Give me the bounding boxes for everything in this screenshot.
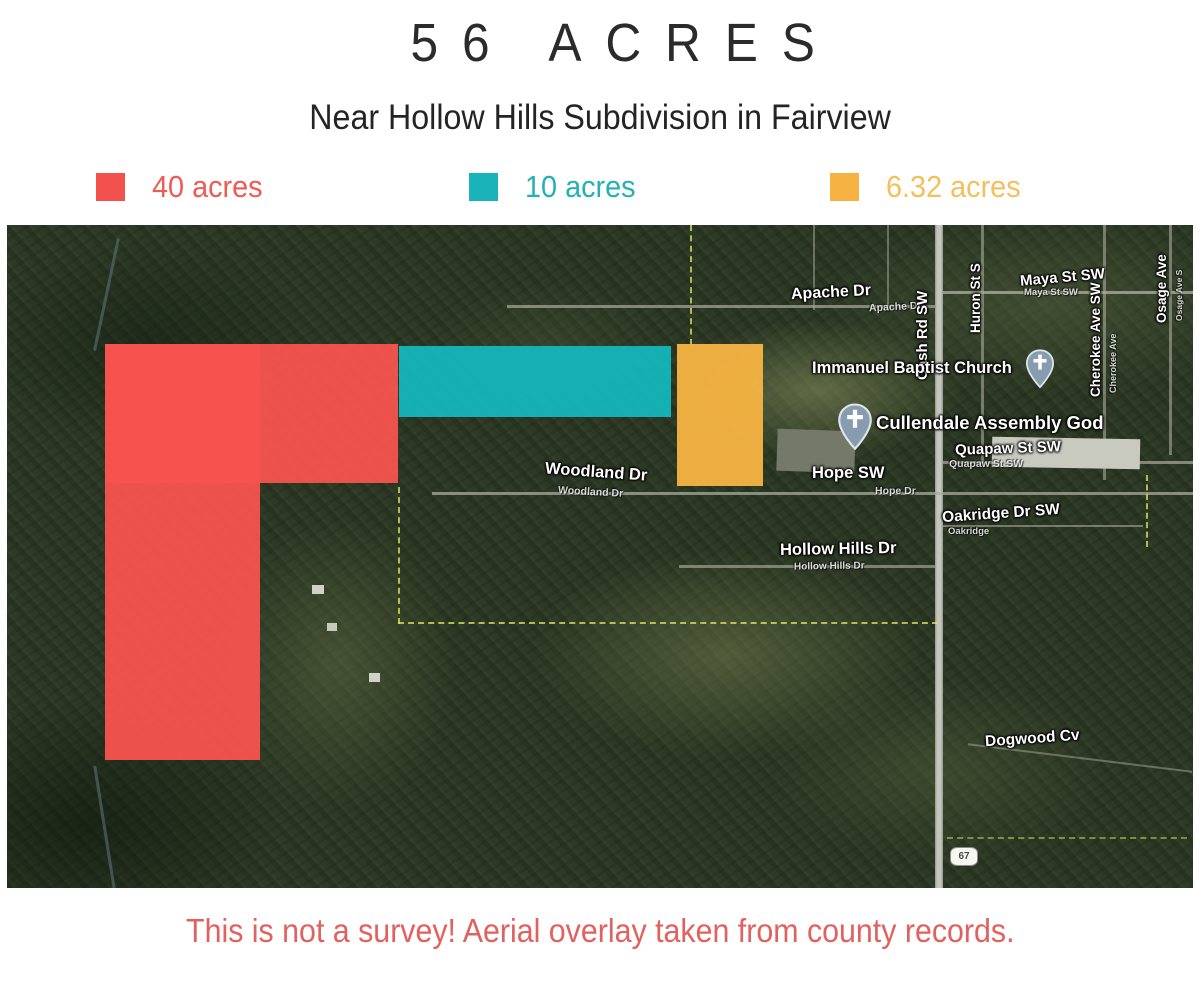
- street-label-dogwood-cv: Dogwood Cv: [984, 726, 1081, 751]
- legend-label: 40 acres: [152, 169, 263, 204]
- road-woodland-hope: [432, 492, 1193, 495]
- highway-number: 67: [958, 851, 970, 862]
- street-label-cherokee-ave-small: Cherokee Ave: [1108, 333, 1118, 393]
- road-side-street: [887, 225, 889, 310]
- legend-item-6-32-acres: 6.32 acres: [830, 169, 1031, 204]
- parcel-10-acres: [399, 346, 671, 417]
- parcel-boundary: [947, 837, 1187, 839]
- page-subtitle: Near Hollow Hills Subdivision in Fairvie…: [0, 98, 1200, 138]
- church-pin-icon: [837, 403, 873, 456]
- street-label-osage-ave: Osage Ave: [1154, 254, 1169, 323]
- street-label-huron-st-s: Huron St S: [968, 263, 983, 333]
- legend-label: 10 acres: [525, 169, 636, 204]
- parcel-boundary: [398, 487, 400, 624]
- street-label-oakridge-dr-sw: Oakridge Dr SW: [941, 500, 1061, 527]
- road-oakridge: [943, 525, 1143, 527]
- subtitle-text: Near Hollow Hills Subdivision in Fairvie…: [309, 98, 891, 137]
- street-label-osage-ave-small: Osage Ave S: [1174, 269, 1184, 321]
- street-label-maya-st-sw-small: Maya St SW: [1024, 287, 1078, 298]
- house: [369, 673, 380, 682]
- street-label-quapaw-st-sw: Quapaw St SW: [954, 438, 1062, 459]
- church-pin-icon: [1025, 349, 1055, 394]
- legend-label: 6.32 acres: [886, 169, 1021, 204]
- legend-item-10-acres: 10 acres: [469, 169, 644, 204]
- disclaimer-text: This is not a survey! Aerial overlay tak…: [185, 912, 1015, 949]
- street-label-apache-dr: Apache Dr: [790, 281, 872, 304]
- road-huron-st: [981, 225, 984, 465]
- road-cherokee-ave: [1103, 225, 1106, 480]
- road-osage-ave: [1169, 225, 1172, 455]
- orange-swatch-icon: [830, 173, 859, 201]
- street-label-hope-dr-small: Hope Dr: [875, 485, 916, 497]
- street-label-cherokee-ave-sw: Cherokee Ave SW: [1088, 282, 1103, 397]
- title-text: 56 ACRES: [410, 13, 839, 73]
- house: [327, 623, 337, 631]
- disclaimer: This is not a survey! Aerial overlay tak…: [0, 912, 1200, 950]
- red-swatch-icon: [96, 173, 125, 201]
- legend-item-40-acres: 40 acres: [96, 169, 271, 204]
- road-cash-rd-sw: [935, 225, 943, 888]
- creek-line: [93, 237, 120, 352]
- page-title: 56 ACRES: [0, 12, 1200, 74]
- street-label-woodland-dr-small: Woodland Dr: [557, 484, 624, 500]
- street-label-hollow-hills-dr: Hollow Hills Dr: [779, 538, 897, 560]
- street-label-oakridge-small: Oakridge: [948, 526, 990, 537]
- parcel-boundary: [1146, 475, 1148, 547]
- parcel-40-acres-lower: [105, 344, 260, 760]
- parcel-boundary: [690, 225, 692, 345]
- creek-line: [93, 765, 116, 888]
- highway-67-shield-icon: 67: [950, 847, 978, 866]
- teal-swatch-icon: [469, 173, 498, 201]
- aerial-map: Apache Dr Apache Dr Maya St SW Maya St S…: [7, 225, 1193, 888]
- street-label-woodland-dr: Woodland Dr: [544, 459, 648, 485]
- road-maya-st: [943, 291, 1193, 294]
- street-label-hollow-hills-dr-small: Hollow Hills Dr: [793, 560, 865, 573]
- road-hollow-hills: [679, 565, 935, 568]
- road-apache-dr: [507, 305, 935, 308]
- poi-label-immanuel-baptist-church: Immanuel Baptist Church: [812, 359, 1012, 377]
- parcel-boundary: [398, 622, 938, 624]
- parcel-6-32-acres: [677, 344, 763, 486]
- road-side-street: [813, 225, 815, 310]
- street-label-hope-sw: Hope SW: [812, 464, 885, 482]
- poi-label-cullendale-assembly-god: Cullendale Assembly God: [876, 412, 1104, 433]
- street-label-quapaw-st-sw-small: Quapaw St SW: [949, 458, 1024, 470]
- house: [312, 585, 324, 594]
